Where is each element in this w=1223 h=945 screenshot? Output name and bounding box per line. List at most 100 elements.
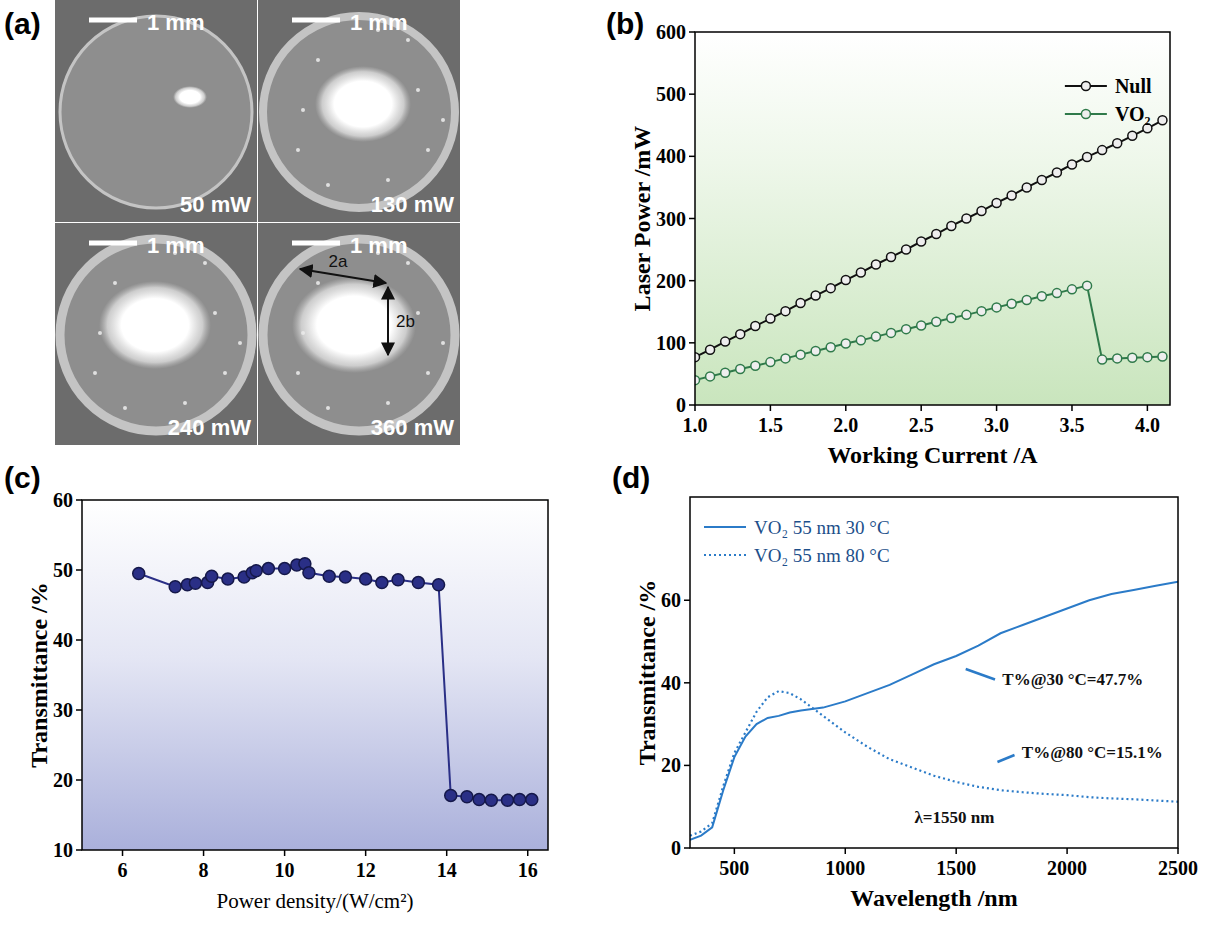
- speckle: [183, 401, 187, 405]
- data-point: [992, 303, 1001, 312]
- data-point: [1158, 352, 1167, 361]
- data-point: [766, 314, 775, 323]
- data-point: [526, 794, 538, 806]
- scale-bar: [89, 241, 137, 246]
- speckle: [316, 281, 320, 285]
- photo: 1 mm360 mW2a2b: [258, 223, 460, 445]
- data-point: [721, 337, 730, 346]
- x-tick: [365, 850, 367, 856]
- data-point: [1067, 285, 1076, 294]
- data-point: [169, 581, 181, 593]
- x-tick: [734, 848, 736, 854]
- x-tick-label: 1000: [825, 857, 865, 879]
- data-point: [1143, 124, 1152, 133]
- data-point: [206, 570, 218, 582]
- data-point: [1128, 353, 1137, 362]
- data-point: [1098, 355, 1107, 364]
- speckle: [296, 371, 300, 375]
- data-point: [473, 794, 485, 806]
- data-point: [461, 791, 473, 803]
- laser-spot: [173, 86, 207, 108]
- annotation: T%@80 °C=15.1%: [1022, 743, 1163, 762]
- data-point: [856, 268, 865, 277]
- data-point: [1007, 191, 1016, 200]
- data-point: [1098, 146, 1107, 155]
- x-tick: [955, 848, 957, 854]
- x-axis-title: Wavelength /nm: [850, 885, 1017, 911]
- laser-spot: [292, 277, 416, 373]
- data-point: [1113, 354, 1122, 363]
- y-tick: [76, 779, 82, 781]
- data-point: [811, 346, 820, 355]
- scale-bar-label: 1 mm: [147, 233, 204, 258]
- x-tick: [122, 850, 124, 856]
- speckle: [301, 108, 305, 112]
- data-point: [917, 321, 926, 330]
- x-tick: [845, 848, 847, 854]
- y-tick-label: 10: [53, 839, 73, 861]
- y-tick-label: 60: [53, 489, 73, 511]
- speckle: [386, 178, 390, 182]
- speckle: [326, 183, 330, 187]
- y-tick: [689, 156, 695, 158]
- power-label: 130 mW: [371, 192, 454, 217]
- data-point: [1143, 353, 1152, 362]
- x-tick-label: 1.0: [683, 414, 708, 436]
- data-point: [1052, 168, 1061, 177]
- photo-background: [258, 223, 460, 445]
- series-line: [690, 691, 1178, 836]
- data-point: [323, 570, 335, 582]
- data-point: [279, 563, 291, 575]
- chart: (d)50010001500200025000204060Wavelength …: [612, 461, 1198, 911]
- data-point: [1067, 160, 1076, 169]
- data-point: [947, 313, 956, 322]
- x-tick-label: 8: [199, 859, 209, 881]
- series-line: [695, 286, 1162, 380]
- y-tick-label: 300: [656, 208, 686, 230]
- annotation: T%@30 °C=47.7%: [1002, 670, 1143, 689]
- aperture: [60, 16, 252, 208]
- y-axis-title: Transmittance /%: [634, 580, 660, 766]
- data-point: [736, 330, 745, 339]
- dimension-arrow: [387, 287, 389, 355]
- scale-bar-label: 1 mm: [350, 233, 407, 258]
- data-point: [250, 565, 262, 577]
- y-tick: [76, 639, 82, 641]
- dimension-label: 2b: [396, 312, 415, 331]
- panel-label: (c): [4, 461, 41, 494]
- power-label: 360 mW: [371, 415, 454, 440]
- scale-bar-label: 1 mm: [350, 10, 407, 35]
- x-tick-label: 2.5: [909, 414, 934, 436]
- speckle: [123, 406, 127, 410]
- photo-background: [55, 0, 257, 222]
- data-point: [962, 310, 971, 319]
- scale-bar: [292, 241, 340, 246]
- y-tick-label: 20: [53, 769, 73, 791]
- legend-label: VO₂: [1115, 103, 1151, 125]
- y-tick: [689, 404, 695, 406]
- x-tick-label: 2500: [1158, 857, 1198, 879]
- data-point: [706, 372, 715, 381]
- x-tick-label: 4.0: [1135, 414, 1160, 436]
- speckle: [296, 148, 300, 152]
- photo: 1 mm50 mW: [55, 0, 257, 222]
- y-tick-label: 20: [661, 754, 681, 776]
- series-line: [690, 582, 1178, 840]
- panel-label: (d): [612, 461, 650, 494]
- photo-background: [55, 223, 257, 445]
- data-point: [189, 577, 201, 589]
- aperture: [263, 239, 455, 431]
- data-point: [514, 794, 526, 806]
- speckle: [441, 341, 445, 345]
- data-point: [412, 577, 424, 589]
- data-point: [887, 253, 896, 262]
- data-point: [1052, 289, 1061, 298]
- data-point: [339, 571, 351, 583]
- data-point: [841, 276, 850, 285]
- laser-spot: [315, 66, 411, 142]
- data-point: [902, 245, 911, 254]
- y-tick-label: 400: [656, 145, 686, 167]
- x-tick-label: 2000: [1047, 857, 1087, 879]
- x-tick: [203, 850, 205, 856]
- data-point: [977, 207, 986, 216]
